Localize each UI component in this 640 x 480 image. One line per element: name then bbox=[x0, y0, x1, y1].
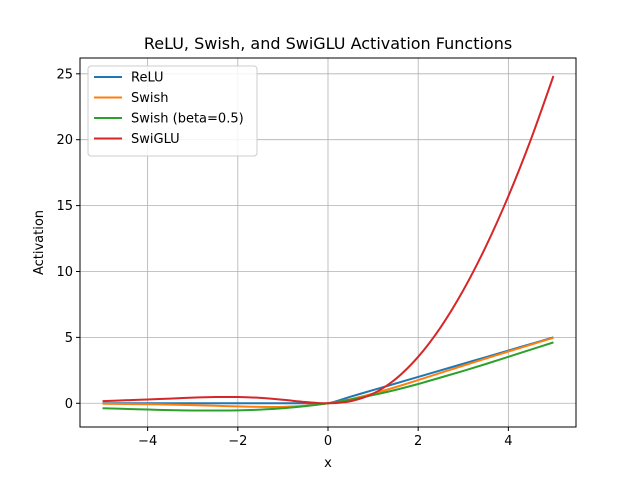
legend-label-0: ReLU bbox=[131, 71, 164, 86]
y-tick-label: 10 bbox=[56, 265, 73, 280]
axis-ticks: −4 −2 0 2 4 0 5 10 15 20 25 bbox=[56, 67, 512, 449]
x-tick-label: 2 bbox=[414, 434, 422, 449]
legend: ReLU Swish Swish (beta=0.5) SwiGLU bbox=[87, 65, 258, 157]
y-axis-label: Activation bbox=[32, 210, 47, 275]
y-tick-label: 0 bbox=[65, 397, 73, 412]
legend-label-1: Swish bbox=[131, 91, 169, 106]
x-tick-label: −4 bbox=[138, 434, 157, 449]
x-axis-label: x bbox=[324, 456, 332, 471]
y-tick-label: 25 bbox=[56, 67, 73, 82]
series-line-3 bbox=[102, 75, 555, 405]
y-tick-label: 20 bbox=[56, 133, 73, 148]
legend-label-2: Swish (beta=0.5) bbox=[131, 112, 244, 127]
x-tick-label: 0 bbox=[324, 434, 332, 449]
legend-label-3: SwiGLU bbox=[131, 132, 180, 147]
chart-title: ReLU, Swish, and SwiGLU Activation Funct… bbox=[144, 34, 512, 53]
x-tick-label: −2 bbox=[228, 434, 247, 449]
legend-box bbox=[87, 65, 258, 157]
y-tick-label: 15 bbox=[56, 199, 73, 214]
y-tick-label: 5 bbox=[65, 331, 73, 346]
plot-series bbox=[102, 75, 555, 412]
x-tick-label: 4 bbox=[504, 434, 512, 449]
